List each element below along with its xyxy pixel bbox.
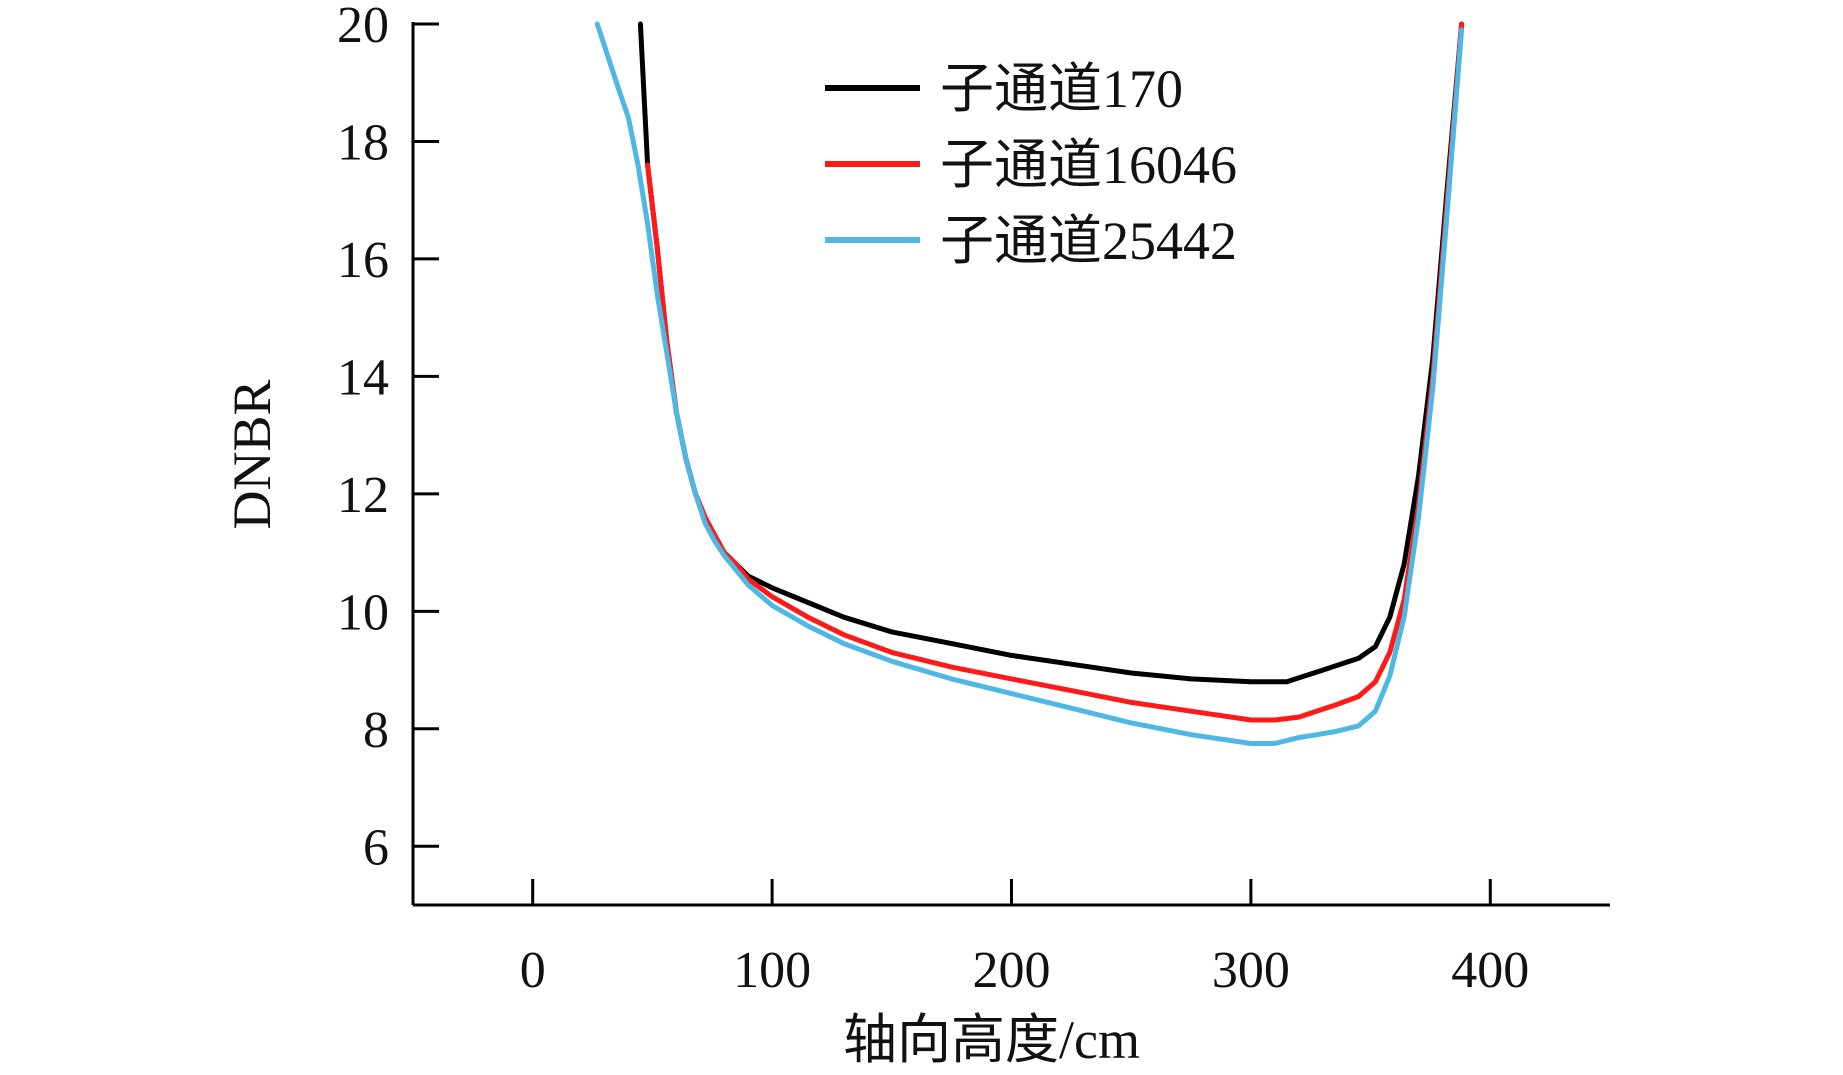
y-tick-label: 14 — [337, 349, 389, 406]
legend-label-1: 子通道170 — [940, 59, 1183, 119]
series-layer — [594, 21, 1465, 746]
y-ticks: 6 8 10 12 14 16 18 20 — [337, 0, 439, 876]
legend-label-3: 子通道25442 — [940, 211, 1237, 271]
plot-area: 0 100 200 300 400 6 8 10 12 14 16 18 20 — [337, 0, 1610, 999]
x-tick-label: 0 — [520, 942, 546, 999]
y-axis-title: DNBR — [222, 379, 282, 529]
x-tick-label: 300 — [1212, 942, 1290, 999]
x-axis-title: 轴向高度/cm — [843, 1010, 1140, 1070]
y-tick-label: 6 — [363, 819, 389, 876]
y-tick-label: 8 — [363, 702, 389, 759]
y-tick-label: 16 — [337, 232, 389, 289]
x-ticks: 0 100 200 300 400 — [520, 879, 1529, 999]
y-tick-label: 10 — [337, 584, 389, 641]
legend-label-2: 子通道16046 — [940, 135, 1237, 195]
y-tick-label: 18 — [337, 114, 389, 171]
x-tick-label: 400 — [1451, 942, 1529, 999]
legend: 子通道170 子通道16046 子通道25442 — [825, 59, 1237, 271]
y-tick-label: 20 — [337, 0, 389, 54]
x-tick-label: 100 — [733, 942, 811, 999]
y-tick-label: 12 — [337, 467, 389, 524]
series-line-3 — [594, 21, 1465, 746]
series-line-2 — [645, 21, 1465, 723]
series-line-1 — [637, 21, 1465, 685]
x-tick-label: 200 — [973, 942, 1051, 999]
